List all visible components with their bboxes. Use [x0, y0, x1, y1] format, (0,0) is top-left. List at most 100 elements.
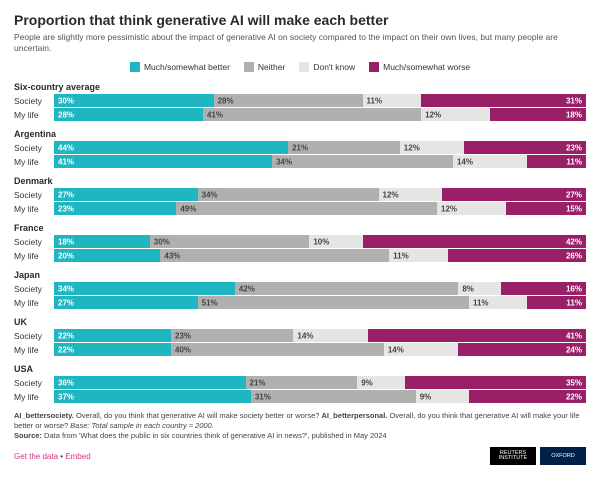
bar-segment-better: 37% [54, 390, 251, 403]
bar-segment-dontknow: 14% [293, 329, 367, 342]
segment-value: 42% [566, 237, 582, 246]
group-title: Denmark [14, 176, 586, 186]
stacked-bar: 22% 40% 14% 24% [54, 343, 586, 356]
bar-segment-better: 22% [54, 329, 171, 342]
chart-subtitle: People are slightly more pessimistic abo… [14, 32, 586, 54]
footer-bar: Get the data • Embed REUTERS INSTITUTE O… [14, 447, 586, 465]
bar-segment-worse: 11% [527, 296, 586, 309]
country-group: Six-country averageSociety30%28%11%31%My… [14, 82, 586, 121]
row-label: My life [14, 157, 54, 167]
bar-segment-worse: 16% [501, 282, 586, 295]
bar-segment-dontknow: 8% [458, 282, 501, 295]
group-title: Argentina [14, 129, 586, 139]
bar-segment-worse: 31% [421, 94, 586, 107]
bar-row: Society30%28%11%31% [14, 94, 586, 107]
segment-value: 9% [420, 392, 432, 401]
legend-swatch [130, 62, 140, 72]
bar-row: My life27% 51% 11% 11% [14, 296, 586, 309]
stacked-bar: 23%49%12%15% [54, 202, 586, 215]
bar-segment-better: 41% [54, 155, 272, 168]
country-group: ArgentinaSociety44%21%12%23%My life41%34… [14, 129, 586, 168]
bar-segment-dontknow: 11% [363, 94, 422, 107]
segment-value: 27% [566, 190, 582, 199]
stacked-bar: 36%21%9%35% [54, 376, 586, 389]
row-label: Society [14, 378, 54, 388]
bar-segment-better: 27% [54, 296, 198, 309]
segment-value: 31% [566, 96, 582, 105]
bar-segment-neither: 41% [203, 108, 421, 121]
legend-label: Much/somewhat worse [383, 62, 470, 72]
segment-value: 41% [58, 157, 74, 166]
bar-segment-worse: 42% [363, 235, 586, 248]
get-data-link[interactable]: Get the data [14, 452, 58, 461]
bar-segment-better: 23% [54, 202, 176, 215]
stacked-bar-chart: Six-country averageSociety30%28%11%31%My… [14, 82, 586, 403]
row-label: Society [14, 143, 54, 153]
segment-value: 22% [58, 331, 74, 340]
segment-value: 51% [202, 298, 218, 307]
bar-segment-better: 44% [54, 141, 288, 154]
segment-value: 12% [425, 110, 441, 119]
row-label: My life [14, 345, 54, 355]
bar-row: Society22%23%14%41% [14, 329, 586, 342]
stacked-bar: 27%34%12%27% [54, 188, 586, 201]
bar-segment-dontknow: 10% [309, 235, 362, 248]
row-label: My life [14, 251, 54, 261]
segment-value: 40% [175, 345, 191, 354]
bar-segment-worse: 22% [469, 390, 586, 403]
bar-segment-dontknow: 12% [379, 188, 443, 201]
row-label: My life [14, 298, 54, 308]
row-label: Society [14, 237, 54, 247]
bar-row: My life 22% 40% 14% 24% [14, 343, 586, 356]
segment-value: 14% [297, 331, 313, 340]
stacked-bar: 34% 42%8%16% [54, 282, 586, 295]
bar-row: Society27%34%12%27% [14, 188, 586, 201]
logos: REUTERS INSTITUTE OXFORD [490, 447, 586, 465]
bar-segment-worse: 27% [442, 188, 586, 201]
segment-value: 11% [393, 251, 409, 260]
bar-segment-neither: 42% [235, 282, 458, 295]
legend-label: Don't know [313, 62, 355, 72]
segment-value: 18% [58, 237, 74, 246]
row-label: Society [14, 96, 54, 106]
segment-value: 22% [58, 345, 74, 354]
bar-segment-neither: 28% [214, 94, 363, 107]
segment-value: 26% [566, 251, 582, 260]
legend-item: Neither [244, 62, 285, 72]
legend-item: Don't know [299, 62, 355, 72]
bar-segment-dontknow: 12% [437, 202, 506, 215]
segment-value: 15% [566, 204, 582, 213]
bar-row: Society34%42%8%16% [14, 282, 586, 295]
bar-segment-neither: 23% [171, 329, 293, 342]
footer-links: Get the data • Embed [14, 452, 91, 461]
bar-segment-neither: 31% [251, 390, 416, 403]
legend-item: Much/somewhat better [130, 62, 230, 72]
segment-value: 23% [175, 331, 191, 340]
embed-link[interactable]: Embed [65, 452, 90, 461]
country-group: FranceSociety18%30%10%42%My life20%43%11… [14, 223, 586, 262]
bar-segment-dontknow: 14% [384, 343, 458, 356]
segment-value: 11% [473, 298, 489, 307]
stacked-bar: 41%34%14%11% [54, 155, 586, 168]
segment-value: 31% [255, 392, 271, 401]
bar-segment-neither: 34% [272, 155, 453, 168]
segment-value: 34% [58, 284, 74, 293]
segment-value: 41% [566, 331, 582, 340]
footer-notes: AI_bettersociety. Overall, do you think … [14, 411, 586, 441]
segment-value: 28% [218, 96, 234, 105]
legend: Much/somewhat better Neither Don't know Muc… [14, 62, 586, 72]
bar-segment-dontknow: 9% [357, 376, 405, 389]
bar-segment-neither: 43% [160, 249, 389, 262]
stacked-bar: 44%21%12%23% [54, 141, 586, 154]
bar-segment-better: 20% [54, 249, 160, 262]
bar-segment-worse: 15% [506, 202, 586, 215]
row-label: My life [14, 392, 54, 402]
stacked-bar: 27% 51% 11% 11% [54, 296, 586, 309]
bar-row: My life23%49%12%15% [14, 202, 586, 215]
stacked-bar: 22% 23% 14% 41% [54, 329, 586, 342]
segment-value: 24% [566, 345, 582, 354]
segment-value: 21% [292, 143, 308, 152]
segment-value: 14% [388, 345, 404, 354]
bar-segment-dontknow: 12% [421, 108, 490, 121]
segment-value: 11% [566, 298, 582, 307]
